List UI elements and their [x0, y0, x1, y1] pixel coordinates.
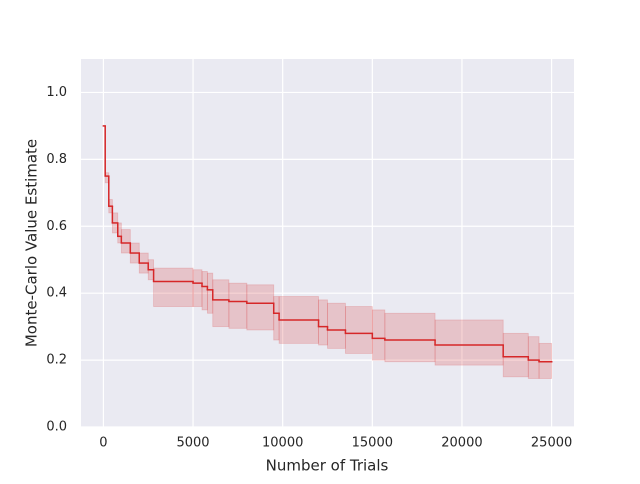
x-tick-label: 15000	[352, 436, 393, 451]
y-tick-label: 0.6	[46, 219, 67, 234]
confidence-band	[120, 229, 131, 254]
x-tick-label: 5000	[176, 436, 209, 451]
y-axis-label: Monte-Carlo Value Estimate	[23, 139, 41, 347]
confidence-band	[527, 336, 540, 379]
confidence-band	[384, 312, 436, 363]
confidence-band	[434, 319, 504, 366]
confidence-band	[371, 309, 386, 361]
x-tick-label: 10000	[262, 436, 303, 451]
confidence-band	[153, 267, 194, 307]
y-tick-label: 0.2	[46, 353, 67, 368]
y-tick-label: 1.0	[46, 85, 67, 100]
confidence-band	[206, 272, 214, 314]
x-tick-label: 20000	[441, 436, 482, 451]
confidence-band	[192, 269, 203, 307]
confidence-band	[538, 342, 552, 379]
confidence-band	[327, 302, 346, 349]
confidence-band	[273, 296, 280, 341]
x-axis-label: Number of Trials	[266, 457, 389, 475]
plot-area	[81, 59, 574, 427]
confidence-band	[246, 284, 275, 331]
x-tick-label: 25000	[531, 436, 572, 451]
x-tick-label: 0	[99, 436, 107, 451]
confidence-band	[502, 332, 529, 378]
confidence-band	[228, 282, 248, 329]
confidence-band	[318, 299, 328, 346]
y-tick-label: 0.8	[46, 152, 67, 167]
y-tick-label: 0.0	[46, 420, 67, 435]
confidence-band	[345, 306, 373, 354]
y-tick-label: 0.4	[46, 286, 67, 301]
confidence-band	[201, 271, 208, 311]
confidence-band	[212, 279, 230, 328]
